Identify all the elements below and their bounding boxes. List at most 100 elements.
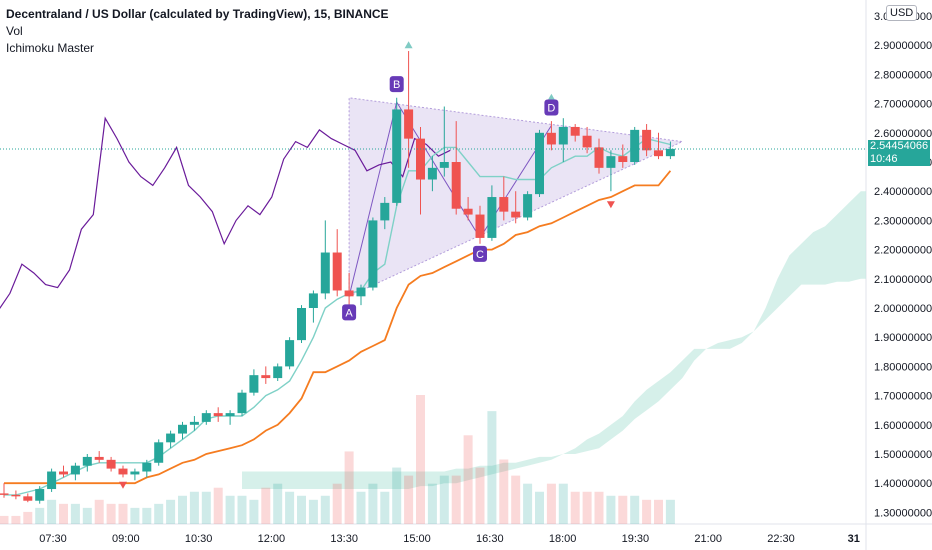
price-axis-tick-label: 1.40000000 xyxy=(874,478,932,490)
price-axis-tick-label: 1.30000000 xyxy=(874,507,932,519)
candle-body xyxy=(582,135,592,148)
candle-body xyxy=(285,340,295,367)
volume-indicator-label[interactable]: Vol xyxy=(6,24,23,38)
candle-body xyxy=(368,220,378,288)
candle-body xyxy=(546,132,556,145)
candle-body xyxy=(70,465,80,475)
volume-bar xyxy=(94,499,104,524)
candle-body xyxy=(249,375,259,393)
candle-body xyxy=(35,489,45,501)
volume-bar xyxy=(451,475,461,524)
pattern-point-label: C xyxy=(476,249,484,261)
candle-body xyxy=(166,433,176,443)
price-axis-tick-label: 2.40000000 xyxy=(874,186,932,198)
candle-body xyxy=(225,413,235,417)
volume-bar xyxy=(344,451,354,524)
base-line xyxy=(4,170,672,485)
candle-body xyxy=(201,413,211,422)
volume-bar xyxy=(0,515,9,524)
candle-body xyxy=(618,156,628,162)
volume-bar xyxy=(499,459,509,524)
volume-bar xyxy=(47,499,57,524)
volume-bar xyxy=(59,503,68,524)
time-axis-tick-label: 16:30 xyxy=(476,533,504,545)
candle-body xyxy=(344,290,354,297)
currency-label[interactable]: USD xyxy=(886,5,918,21)
volume-bar xyxy=(642,499,652,524)
candle-body xyxy=(606,156,616,168)
volume-bar xyxy=(356,491,366,524)
volume-bar xyxy=(237,495,247,524)
pattern-point-label: A xyxy=(345,307,353,319)
pattern-point-badge xyxy=(473,245,487,262)
time-axis-tick-label: 13:30 xyxy=(330,533,358,545)
price-axis-tick-label: 1.80000000 xyxy=(874,361,932,373)
price-axis-tick-label: 2.20000000 xyxy=(874,245,932,257)
volume-bar xyxy=(404,475,414,524)
signal-down-marker xyxy=(119,481,127,489)
candle-body xyxy=(665,148,675,157)
price-axis-tick-label: 2.70000000 xyxy=(874,99,932,111)
time-axis-tick-label: 18:00 xyxy=(549,533,577,545)
volume-bar xyxy=(511,475,521,524)
candle-body xyxy=(439,162,449,168)
candle-body xyxy=(142,462,152,472)
volume-bar xyxy=(463,435,473,524)
candle-body xyxy=(475,214,485,238)
lagging-span-line xyxy=(0,116,451,310)
candle-body xyxy=(570,126,580,136)
candle-body xyxy=(130,471,140,475)
time-axis-tick-label: 19:30 xyxy=(622,533,650,545)
time-axis-tick-label: 12:00 xyxy=(258,533,286,545)
candle-body xyxy=(332,252,342,291)
candle-body xyxy=(463,208,473,215)
candle-body xyxy=(654,150,663,157)
pattern-point-label: B xyxy=(393,79,400,91)
volume-bar xyxy=(285,491,295,524)
volume-bar xyxy=(11,515,21,524)
price-axis-tick-label: 1.60000000 xyxy=(874,420,932,432)
candle-body xyxy=(642,129,652,151)
candle-body xyxy=(487,197,497,238)
candle-body xyxy=(82,456,92,466)
candle-body xyxy=(59,471,68,475)
candle-body xyxy=(630,129,640,162)
candle-body xyxy=(0,493,9,495)
candle-body xyxy=(594,147,604,168)
volume-bar xyxy=(130,507,140,524)
volume-bar xyxy=(392,467,402,524)
signal-down-marker xyxy=(606,201,615,209)
ichimoku-cloud xyxy=(242,191,866,489)
candle-body xyxy=(23,496,33,501)
price-axis-tick-label: 2.60000000 xyxy=(874,128,932,140)
time-axis-tick-label: 07:30 xyxy=(39,533,67,545)
volume-bar xyxy=(475,467,485,524)
volume-bar xyxy=(320,495,330,524)
candle-body xyxy=(511,211,521,218)
volume-bar xyxy=(308,499,318,524)
candle-body xyxy=(380,202,390,221)
volume-bar xyxy=(297,495,306,524)
candle-body xyxy=(308,293,318,308)
volume-bar xyxy=(178,495,187,524)
candle-body xyxy=(189,421,199,425)
volume-bar xyxy=(154,503,164,524)
volume-bar xyxy=(487,411,497,524)
volume-bar xyxy=(427,483,437,524)
volume-bar xyxy=(82,507,92,524)
volume-bar xyxy=(368,483,378,524)
candle-body xyxy=(11,494,21,497)
ichimoku-indicator-label[interactable]: Ichimoku Master xyxy=(6,41,95,55)
candle-body xyxy=(451,162,461,209)
candle-body xyxy=(261,375,271,379)
volume-bar xyxy=(594,491,604,524)
volume-bar xyxy=(606,495,616,524)
pattern-point-badge xyxy=(342,304,357,321)
signal-up-marker xyxy=(404,41,413,49)
pattern-point-badge xyxy=(544,99,559,116)
candle-body xyxy=(404,109,414,139)
candle-body xyxy=(356,287,366,297)
volume-bar xyxy=(201,491,211,524)
symbol-title[interactable]: Decentraland / US Dollar (calculated by … xyxy=(6,7,389,21)
